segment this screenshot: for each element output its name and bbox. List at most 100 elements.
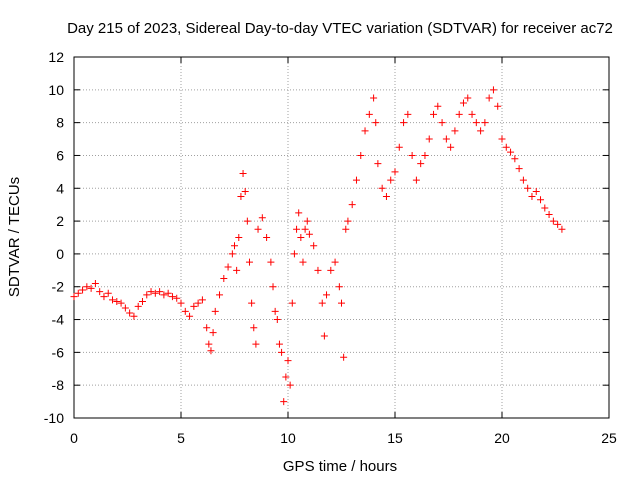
- data-point: [318, 299, 326, 307]
- data-point: [357, 151, 365, 159]
- data-point: [91, 279, 99, 287]
- data-point: [338, 299, 345, 307]
- x-tick-label: 0: [70, 430, 78, 446]
- data-point: [83, 283, 91, 291]
- data-point: [235, 234, 243, 241]
- data-point: [278, 348, 286, 356]
- x-tick-label: 15: [387, 430, 403, 446]
- data-point: [263, 234, 271, 241]
- data-point: [524, 184, 532, 192]
- data-point: [250, 324, 258, 332]
- data-point: [258, 214, 266, 222]
- data-point: [541, 204, 549, 212]
- y-tick-label: 4: [56, 180, 64, 196]
- data-point: [468, 110, 476, 118]
- data-point: [549, 217, 557, 225]
- data-point: [299, 258, 307, 266]
- data-point: [519, 176, 527, 184]
- y-tick-label: -2: [52, 279, 65, 295]
- x-tick-label: 5: [177, 430, 185, 446]
- data-point: [198, 296, 206, 304]
- data-point: [254, 225, 262, 233]
- data-point: [275, 340, 283, 348]
- data-point: [239, 170, 247, 178]
- data-point: [459, 99, 467, 107]
- data-point: [361, 127, 369, 135]
- data-point: [425, 135, 433, 143]
- y-tick-label: 0: [56, 246, 64, 262]
- data-point: [211, 307, 219, 315]
- plot-frame: [73, 56, 610, 419]
- data-point: [344, 217, 352, 225]
- data-point: [70, 293, 78, 301]
- data-point: [216, 291, 224, 299]
- data-point: [117, 299, 125, 307]
- data-point: [451, 127, 459, 135]
- data-point: [231, 242, 238, 250]
- data-point: [404, 110, 412, 118]
- y-tick-label: 12: [48, 49, 64, 65]
- data-point: [156, 288, 164, 296]
- data-point: [372, 119, 380, 127]
- data-point: [293, 225, 301, 233]
- data-point: [243, 217, 251, 225]
- x-tick-label: 25: [601, 430, 617, 446]
- data-point: [489, 86, 497, 94]
- grid-lines: [74, 57, 609, 418]
- data-point: [421, 151, 429, 159]
- data-point: [267, 258, 275, 266]
- data-point: [79, 286, 87, 294]
- x-tick-label: 10: [280, 430, 296, 446]
- data-point: [348, 201, 356, 209]
- data-point: [481, 119, 489, 127]
- data-point: [438, 119, 446, 127]
- data-point: [297, 234, 305, 241]
- data-point: [151, 289, 159, 297]
- data-point: [147, 288, 155, 296]
- data-point: [109, 296, 117, 304]
- data-point: [430, 110, 438, 118]
- data-point: [134, 302, 142, 310]
- data-point: [537, 196, 545, 204]
- data-point: [477, 127, 485, 135]
- data-point: [545, 211, 553, 219]
- data-point: [323, 291, 331, 299]
- data-point: [271, 307, 279, 315]
- data-point: [224, 263, 232, 271]
- y-tick-label: -10: [44, 410, 64, 426]
- data-point: [273, 316, 281, 324]
- data-point: [168, 293, 176, 301]
- data-point: [245, 258, 253, 266]
- data-point: [186, 312, 194, 320]
- data-point: [282, 373, 290, 381]
- y-tick-label: 10: [48, 82, 64, 98]
- y-tick-label: -8: [52, 377, 65, 393]
- data-point: [515, 165, 523, 173]
- data-point: [286, 381, 294, 389]
- data-point: [365, 110, 373, 118]
- data-point: [190, 302, 198, 310]
- data-point: [241, 188, 249, 196]
- data-point: [74, 289, 82, 297]
- data-point: [502, 143, 510, 151]
- data-point: [181, 307, 189, 315]
- data-point: [558, 225, 566, 233]
- data-point: [301, 225, 309, 233]
- x-axis-label: GPS time / hours: [283, 458, 397, 475]
- data-point: [138, 297, 146, 305]
- data-point: [252, 340, 260, 348]
- data-point: [378, 184, 386, 192]
- data-point: [327, 266, 335, 274]
- data-points: [70, 86, 566, 406]
- data-point: [417, 160, 425, 168]
- data-point: [370, 94, 378, 102]
- data-point: [532, 188, 540, 196]
- data-point: [288, 299, 296, 307]
- data-point: [104, 289, 112, 297]
- x-tick-label: 20: [494, 430, 510, 446]
- data-point: [305, 230, 313, 238]
- data-point: [113, 297, 121, 305]
- data-point: [205, 340, 213, 348]
- data-point: [494, 102, 502, 110]
